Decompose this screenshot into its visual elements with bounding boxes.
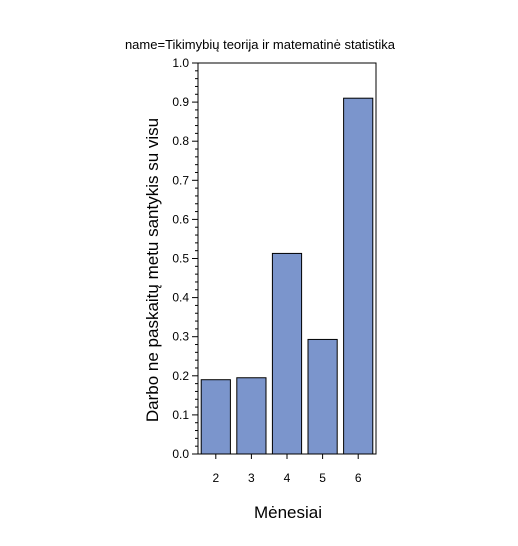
bar-3: [236, 377, 267, 455]
y-axis: 0.0 0.1 0.2 0.3 0.4 0.5 0.6 0.7 0.8 0.9 1.0: [172, 56, 198, 461]
y-tick-label: 0.7: [172, 173, 189, 187]
bar-5: [307, 338, 338, 455]
y-tick-label: 0.5: [172, 252, 189, 266]
x-axis-title: Mėnesiai: [254, 503, 322, 522]
y-tick-label: 0.1: [172, 408, 189, 422]
y-axis-title: Darbo ne paskaitų metu santykis su visu: [143, 118, 162, 422]
y-tick-label: 0.2: [172, 369, 189, 383]
y-tick-label: 0.9: [172, 95, 189, 109]
x-tick-label: 5: [319, 471, 326, 485]
x-tick-label: 3: [248, 471, 255, 485]
bar-4: [271, 252, 303, 455]
y-tick-label: 0.0: [172, 447, 189, 461]
y-tick-label: 0.3: [172, 330, 189, 344]
plot-frame: [197, 62, 377, 455]
bar-6: [343, 97, 374, 455]
x-tick-label: 6: [355, 471, 362, 485]
chart-title: name=Tikimybių teorija ir matematinė sta…: [125, 37, 396, 52]
bars: [200, 97, 374, 455]
y-tick-label: 0.8: [172, 134, 189, 148]
y-tick-label: 0.4: [172, 291, 189, 305]
bar-2: [200, 379, 231, 455]
y-tick-label: 1.0: [172, 56, 189, 70]
x-tick-label: 2: [212, 471, 219, 485]
x-axis: 2 3 4 5 6: [212, 454, 362, 485]
x-tick-label: 4: [284, 471, 291, 485]
y-tick-label: 0.6: [172, 212, 189, 226]
